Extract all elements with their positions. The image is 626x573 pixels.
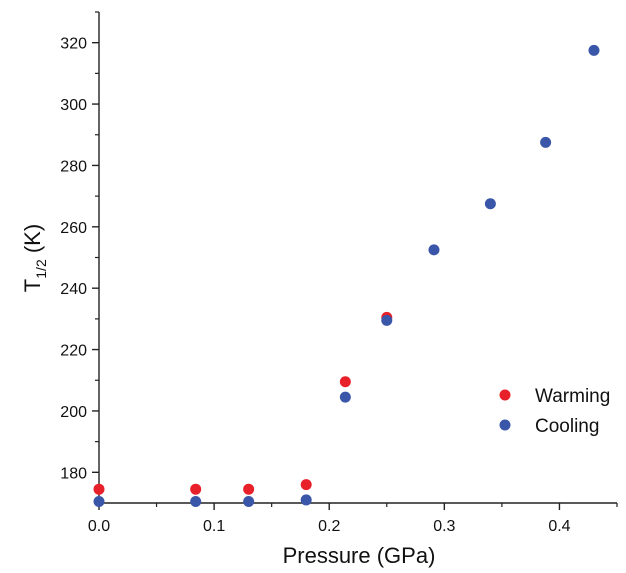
data-point-cooling — [484, 198, 496, 210]
y-axis-title-main: T — [20, 279, 45, 292]
data-point-cooling — [381, 314, 393, 326]
legend-marker-warming — [499, 389, 511, 401]
data-point-cooling — [339, 391, 351, 403]
data-point-cooling — [93, 495, 105, 507]
data-point-warming — [190, 483, 202, 495]
legend-label-warming: Warming — [535, 386, 610, 407]
data-point-cooling — [540, 136, 552, 148]
y-tick-label: 320 — [60, 36, 87, 53]
y-axis-title: T1/2 (K) — [20, 224, 49, 292]
data-points — [93, 44, 600, 507]
data-point-warming — [93, 483, 105, 495]
data-point-cooling — [243, 495, 255, 507]
y-tick-label: 200 — [60, 404, 87, 421]
y-tick-label: 180 — [60, 465, 87, 482]
data-point-cooling — [190, 495, 202, 507]
data-point-cooling — [300, 494, 312, 506]
axes: 0.0 0.1 0.2 0.3 0.4 180 200 220 240 260 280 300 320 — [60, 11, 618, 535]
x-tick-label: 0.2 — [318, 518, 340, 535]
x-axis-title: Pressure (GPa) — [283, 543, 436, 568]
y-axis-title-subscript: 1/2 — [33, 259, 49, 279]
data-point-warming — [300, 479, 312, 491]
data-point-cooling — [428, 244, 440, 256]
legend-label-cooling: Cooling — [535, 416, 599, 437]
y-tick-label: 240 — [60, 281, 87, 298]
y-tick-label: 280 — [60, 158, 87, 175]
x-tick-label: 0.4 — [548, 518, 570, 535]
data-point-cooling — [588, 44, 600, 56]
y-tick-label: 260 — [60, 220, 87, 237]
x-tick-label: 0.0 — [88, 518, 110, 535]
data-point-warming — [339, 376, 351, 388]
x-tick-label: 0.1 — [203, 518, 225, 535]
legend-marker-cooling — [499, 419, 511, 431]
y-tick-label: 220 — [60, 343, 87, 360]
legend: Warming Cooling — [499, 386, 610, 437]
y-axis-title-unit: (K) — [20, 224, 45, 259]
x-tick-label: 0.3 — [433, 518, 455, 535]
y-tick-label: 300 — [60, 97, 87, 114]
data-point-warming — [243, 483, 255, 495]
